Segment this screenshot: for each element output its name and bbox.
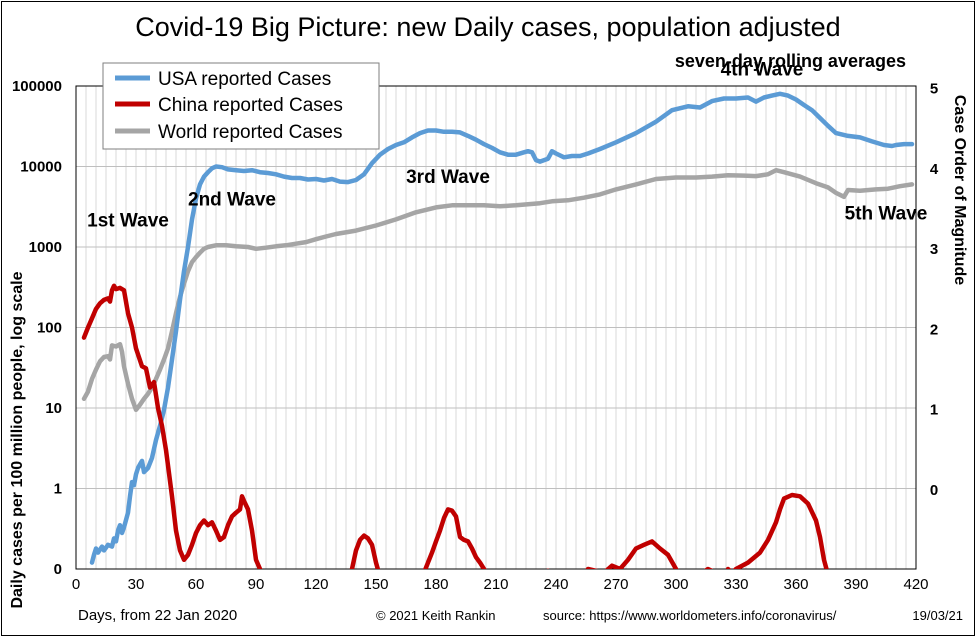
date-note: 19/03/21 — [912, 608, 963, 623]
x-tick-label: 60 — [188, 576, 205, 593]
x-tick-label: 0 — [72, 576, 80, 593]
x-tick-label: 300 — [663, 576, 688, 593]
x-tick-label: 150 — [363, 576, 388, 593]
covid-chart: 0 30 60 90 120 150 180 210 240 270 300 330 360 390 420… — [0, 0, 976, 637]
chart-title: Covid-19 Big Picture: new Daily cases, p… — [135, 12, 840, 42]
legend: USA reported Cases China reported Cases … — [103, 63, 379, 149]
y-tick-label: 10 — [45, 400, 62, 417]
y-tick-label: 1 — [54, 481, 62, 498]
y2-tick-label: 1 — [930, 402, 938, 419]
y-tick-label: 100000 — [12, 78, 62, 95]
y2-tick-label: 5 — [930, 81, 938, 98]
copyright-note: © 2021 Keith Rankin — [376, 608, 495, 623]
wave-label: 2nd Wave — [188, 189, 276, 210]
x-tick-label: 360 — [783, 576, 808, 593]
axis-ticks: 0 30 60 90 120 150 180 210 240 270 300 330 360 390 420… — [12, 78, 939, 593]
y2-tick-label: 0 — [930, 482, 938, 499]
wave-label: 4th Wave — [721, 60, 804, 81]
x-tick-label: 240 — [543, 576, 568, 593]
x-tick-label: 420 — [903, 576, 928, 593]
y-tick-label: 100 — [37, 320, 62, 337]
x-tick-label: 330 — [723, 576, 748, 593]
x-axis-label: Days, from 22 Jan 2020 — [78, 607, 237, 624]
x-tick-label: 90 — [248, 576, 265, 593]
y-tick-label: 0 — [54, 561, 62, 578]
x-tick-label: 30 — [128, 576, 145, 593]
y2-tick-label: 3 — [930, 241, 938, 258]
legend-label-usa: USA reported Cases — [158, 69, 331, 90]
series-layer — [84, 94, 912, 637]
x-tick-label: 120 — [303, 576, 328, 593]
wave-label: 1st Wave — [87, 210, 169, 231]
x-tick-label: 180 — [423, 576, 448, 593]
y-axis-label: Daily cases per 100 million people, log … — [9, 271, 26, 608]
y2-tick-label: 2 — [930, 321, 938, 338]
x-tick-label: 270 — [603, 576, 628, 593]
legend-label-world: World reported Cases — [158, 122, 342, 143]
x-tick-label: 390 — [843, 576, 868, 593]
legend-label-china: China reported Cases — [158, 95, 343, 116]
wave-label: 5th Wave — [845, 203, 928, 224]
source-note: source: https://www.worldometers.info/co… — [543, 608, 837, 623]
x-tick-label: 210 — [483, 576, 508, 593]
y2-tick-label: 4 — [930, 161, 939, 178]
y2-axis-label: Case Order of Magnitude — [951, 95, 968, 285]
y-tick-label: 1000 — [29, 239, 62, 256]
series-line-usa — [92, 94, 912, 563]
wave-label: 3rd Wave — [406, 167, 490, 188]
y-tick-label: 10000 — [20, 159, 62, 176]
